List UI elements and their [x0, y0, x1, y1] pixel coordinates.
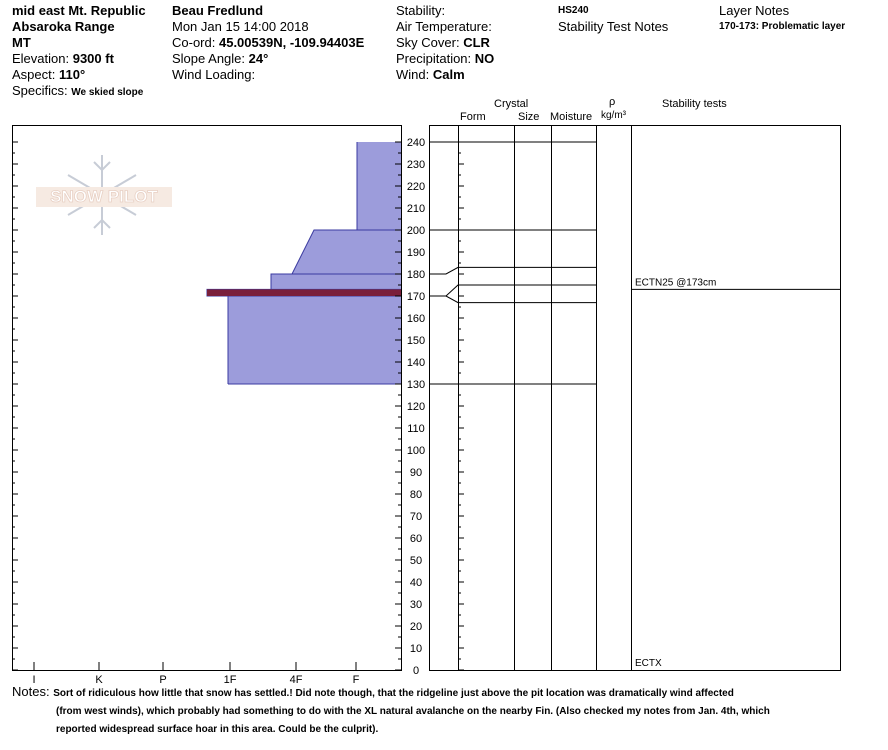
notes-line: Sort of ridiculous how little that snow …: [53, 688, 734, 699]
range-name: Absaroka Range: [12, 19, 115, 34]
y-tick-label: 180: [407, 269, 425, 281]
y-tick-label: 230: [407, 159, 425, 171]
sky-label: Sky Cover:: [396, 35, 460, 50]
precip-label: Precipitation:: [396, 51, 472, 66]
stability-notes-label: Stability Test Notes: [558, 19, 669, 34]
y-tick-label: 200: [407, 225, 425, 237]
specifics-label: Specifics:: [12, 83, 68, 98]
y-tick-label: 50: [410, 555, 422, 567]
moisture-header: Moisture: [550, 111, 593, 123]
precip-row: Precipitation: NO: [396, 51, 494, 67]
hardness-plot-frame: [12, 125, 402, 671]
notes-block: Notes: Sort of ridiculous how little tha…: [12, 683, 888, 739]
y-tick-label: 30: [410, 599, 422, 611]
y-tick-label: 0: [413, 665, 419, 677]
size-header: Size: [518, 111, 540, 123]
layer-note: 170-173: Problematic layer: [719, 21, 846, 32]
y-tick-label: 170: [407, 291, 425, 303]
aspect-row: Aspect: 110°: [12, 67, 85, 83]
stability-tests-header: Stability tests: [662, 98, 727, 110]
wind-label: Wind:: [396, 67, 430, 82]
y-tick-label: 90: [410, 467, 422, 479]
layer-table-frame: [429, 125, 841, 671]
x-tick-label: K: [95, 674, 103, 686]
state-name: MT: [12, 35, 31, 50]
specifics-value: We skied slope: [71, 87, 144, 98]
x-tick-label: 1F: [224, 674, 237, 686]
y-tick-label: 60: [410, 533, 422, 545]
layer-notes-label: Layer Notes: [719, 3, 790, 18]
hs-value: HS240: [558, 5, 589, 16]
layer-boundary: [429, 295, 596, 304]
y-tick-label: 210: [407, 203, 425, 215]
y-tick-label: 80: [410, 489, 422, 501]
slope-value: 24°: [248, 51, 269, 66]
location-name: mid east Mt. Republic: [12, 3, 146, 18]
weak-layer-mark: [207, 289, 401, 296]
stability-label: Stability:: [396, 3, 446, 18]
y-tick-label: 10: [410, 643, 422, 655]
y-tick-label: 120: [407, 401, 425, 413]
wind-row: Wind: Calm: [396, 67, 465, 83]
slope-label: Slope Angle:: [172, 51, 246, 66]
stability-test-label: ECTN25 @173cm: [635, 277, 716, 288]
notes-line: reported widespread surface hoar in this…: [56, 724, 379, 735]
slope-row: Slope Angle: 24°: [172, 51, 268, 67]
layer-boundary: [429, 266, 596, 275]
x-tick-label: P: [159, 674, 166, 686]
wind-loading-label: Wind Loading:: [172, 67, 256, 82]
elevation-label: Elevation:: [12, 51, 70, 66]
elevation-row: Elevation: 9300 ft: [12, 51, 114, 67]
weak-layer-band: [207, 289, 401, 296]
density-symbol: ρ: [609, 96, 616, 108]
aspect-value: 110°: [58, 67, 86, 82]
form-header: Form: [460, 111, 486, 123]
datetime: Mon Jan 15 14:00 2018: [172, 19, 309, 34]
y-tick-label: 100: [407, 445, 425, 457]
y-tick-label: 70: [410, 511, 422, 523]
y-tick-label: 130: [407, 379, 425, 391]
y-tick-label: 160: [407, 313, 425, 325]
stability-test-label: ECTX: [635, 658, 662, 669]
elevation-value: 9300 ft: [72, 51, 114, 66]
coord-label: Co-ord:: [172, 35, 216, 50]
density-unit: kg/m³: [601, 110, 626, 121]
sky-value: CLR: [463, 35, 490, 50]
hardness-profile-area: [207, 142, 401, 384]
logo-text: SNOW PILOT: [50, 187, 158, 206]
precip-value: NO: [474, 51, 495, 66]
y-tick-label: 150: [407, 335, 425, 347]
y-tick-label: 40: [410, 577, 422, 589]
x-tick-label: 4F: [290, 674, 303, 686]
air-temp-label: Air Temperature:: [396, 19, 492, 34]
y-tick-label: 220: [407, 181, 425, 193]
y-tick-label: 110: [407, 423, 425, 435]
y-tick-label: 190: [407, 247, 425, 259]
y-tick-label: 240: [407, 137, 425, 149]
layer-boundary: [429, 284, 596, 297]
crystal-header: Crystal: [494, 98, 529, 110]
snowpilot-logo: SNOW PILOT: [36, 155, 172, 235]
aspect-label: Aspect:: [12, 67, 56, 82]
wind-value: Calm: [432, 67, 465, 82]
y-tick-label: 140: [407, 357, 425, 369]
x-tick-label: I: [32, 674, 35, 686]
y-tick-label: 20: [410, 621, 422, 633]
coord-value: 45.00539N, -109.94403E: [218, 35, 365, 50]
sky-row: Sky Cover: CLR: [396, 35, 490, 51]
x-tick-label: F: [353, 674, 360, 686]
coord-row: Co-ord: 45.00539N, -109.94403E: [172, 35, 364, 51]
hardness-profile: [206, 142, 401, 385]
notes-line: (from west winds), which probably had so…: [56, 706, 770, 717]
specifics-row: Specifics: We skied slope: [12, 83, 143, 101]
observer-name: Beau Fredlund: [172, 3, 264, 18]
notes-label: Notes:: [12, 684, 50, 699]
